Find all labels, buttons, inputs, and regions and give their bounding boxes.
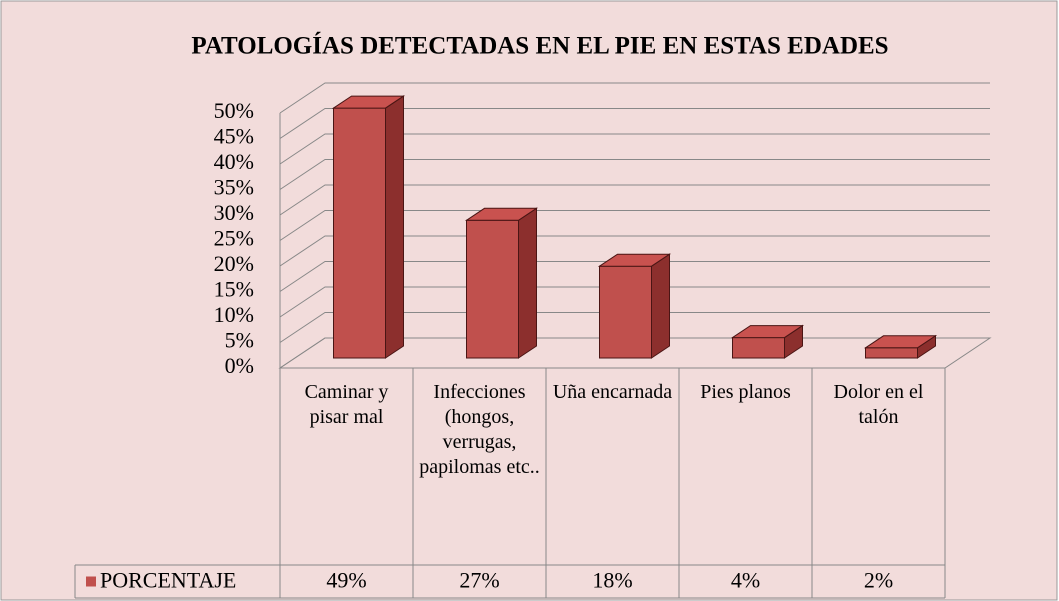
- chart-title: PATOLOGÍAS DETECTADAS EN EL PIE EN ESTAS…: [191, 32, 888, 60]
- y-tick-label: 35%: [214, 175, 254, 200]
- x-tick-label: Infecciones (hongos, verrugas, papilomas…: [419, 381, 540, 478]
- grid-line: [279, 82, 990, 114]
- grid-line: [279, 312, 990, 343]
- grid-line: [279, 184, 990, 216]
- y-tick-label: 20%: [214, 251, 254, 276]
- x-tick-label: Pies planos: [700, 381, 791, 403]
- y-tick-label: 30%: [214, 200, 254, 225]
- bar-front: [599, 265, 652, 359]
- bar-front: [865, 347, 918, 359]
- y-tick-label: 25%: [214, 226, 254, 251]
- bar: [597, 253, 672, 359]
- y-tick-label: 5%: [225, 328, 254, 353]
- data-label: 27%: [459, 568, 499, 593]
- bar-front: [732, 337, 785, 359]
- bar-side: [651, 253, 670, 359]
- category-cell: Caminar y pisar mal: [304, 381, 389, 428]
- legend-label: PORCENTAJE: [100, 568, 236, 593]
- grid-line: [279, 235, 990, 267]
- grid-line: [279, 159, 990, 190]
- category-cell: Dolor en el talón: [833, 381, 924, 428]
- y-tick-label: 10%: [214, 302, 254, 327]
- data-label: 2%: [864, 568, 893, 593]
- y-tick-label: 40%: [214, 149, 254, 174]
- bar-front: [466, 219, 519, 359]
- bar-top: [597, 253, 672, 267]
- grid-line: [279, 210, 990, 241]
- data-label: 4%: [731, 568, 760, 593]
- y-tick-label: 50%: [214, 98, 254, 123]
- data-label: 18%: [592, 568, 632, 593]
- bar-side: [518, 207, 537, 359]
- bar: [863, 334, 938, 359]
- category-cell: Pies planos: [700, 381, 791, 403]
- x-tick-label: Dolor en el talón: [833, 381, 924, 428]
- bar-top: [863, 335, 938, 349]
- bar: [464, 207, 539, 359]
- x-tick-label: Uña encarnada: [552, 381, 673, 403]
- bar-top: [730, 325, 805, 339]
- category-cell: Infecciones (hongos, verrugas, papilomas…: [419, 381, 540, 478]
- category-cell: Uña encarnada: [552, 381, 673, 403]
- bar-side: [385, 95, 404, 359]
- grid-line: [279, 108, 990, 139]
- bar: [331, 95, 406, 359]
- grid-line: [279, 286, 990, 318]
- bar-top: [331, 95, 406, 109]
- x-tick-label: Caminar y pisar mal: [304, 381, 389, 428]
- y-tick-label: 45%: [214, 124, 254, 149]
- grid-line: [279, 133, 990, 165]
- grid-line: [279, 261, 990, 292]
- y-tick-label: 15%: [214, 277, 254, 302]
- legend-swatch: [86, 576, 96, 587]
- data-label: 49%: [326, 568, 366, 593]
- bar: [730, 324, 805, 359]
- bar-top: [464, 207, 539, 221]
- y-tick-label: 0%: [225, 353, 254, 378]
- bar-front: [333, 107, 386, 359]
